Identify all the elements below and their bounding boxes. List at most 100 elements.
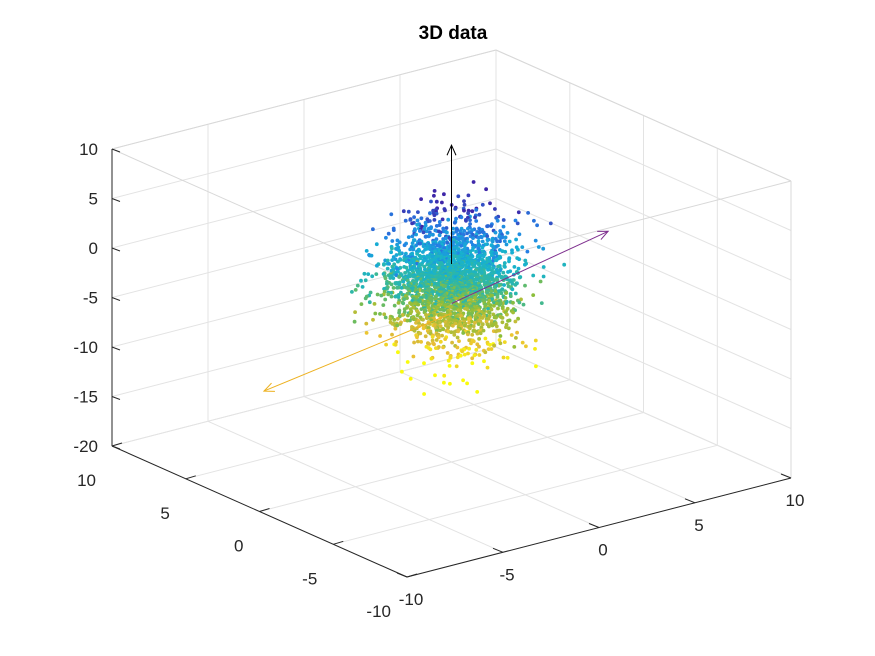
data-point [506, 270, 510, 274]
data-point [403, 218, 408, 223]
data-point [470, 209, 475, 214]
data-point [481, 254, 486, 259]
data-point [403, 271, 407, 275]
data-point [366, 272, 371, 276]
data-point [402, 243, 407, 248]
data-point [494, 329, 498, 334]
data-point [395, 285, 400, 290]
data-point [424, 295, 429, 300]
data-point [433, 373, 437, 378]
tick-labels: -20 -15 -10 -5 0 5 10 -10 -5 0 5 10 -10 -5 0 5 10 [73, 140, 804, 621]
data-point [470, 361, 475, 366]
data-point [438, 324, 443, 329]
data-point [371, 317, 375, 322]
data-point [445, 241, 450, 245]
data-point [519, 297, 523, 302]
z-tick-label: 5 [89, 190, 98, 209]
vector-arrow [446, 143, 457, 264]
data-point [510, 250, 514, 255]
data-point [520, 245, 525, 250]
data-point [507, 259, 511, 264]
data-point [355, 283, 360, 288]
data-point [397, 275, 401, 279]
data-point [485, 224, 489, 229]
data-point [525, 249, 530, 254]
data-point [455, 345, 460, 350]
data-point [433, 285, 437, 290]
data-point [371, 227, 375, 232]
data-point [440, 333, 444, 338]
data-point [520, 340, 525, 345]
x-tick-label: 10 [786, 491, 805, 510]
data-point [461, 378, 465, 383]
data-point [415, 218, 420, 223]
data-point [418, 241, 423, 246]
data-point [494, 216, 499, 220]
data-point [415, 251, 419, 256]
data-point [447, 364, 452, 368]
data-point [495, 239, 499, 244]
data-point [412, 328, 417, 333]
data-point [490, 323, 495, 328]
data-point [480, 322, 485, 327]
data-point [536, 245, 541, 249]
data-point [402, 307, 407, 312]
data-point [385, 281, 389, 286]
data-point [496, 264, 500, 269]
data-point [415, 222, 420, 227]
data-point [503, 235, 508, 240]
grid-line [111, 99, 497, 199]
data-point [414, 321, 418, 325]
data-point [422, 258, 427, 263]
data-point [363, 296, 368, 301]
data-point [526, 211, 530, 215]
x-tick-mark [588, 523, 600, 528]
data-point [495, 278, 500, 283]
data-point [492, 303, 496, 308]
data-point [442, 246, 447, 251]
data-point [362, 271, 367, 276]
data-point [383, 297, 388, 302]
data-point [392, 303, 397, 308]
data-point [534, 364, 538, 369]
data-point [453, 207, 458, 211]
data-point [523, 283, 527, 288]
data-point [500, 306, 505, 311]
data-point [477, 230, 482, 235]
data-point [460, 349, 465, 354]
y-tick-label: -10 [366, 602, 391, 621]
data-point [510, 281, 515, 286]
data-point [395, 323, 400, 328]
z-tick-mark [111, 247, 121, 252]
data-point [470, 356, 475, 361]
data-point [489, 224, 493, 228]
data-point [467, 338, 472, 343]
data-point [429, 199, 433, 204]
data-point [388, 276, 393, 280]
data-point [401, 301, 406, 306]
data-point [398, 322, 403, 326]
data-point [400, 313, 405, 317]
data-point [444, 226, 449, 230]
data-point [515, 330, 519, 335]
data-point [353, 310, 357, 314]
data-point [494, 315, 498, 320]
vector-shaft [263, 313, 452, 392]
data-point [414, 232, 418, 237]
data-point [442, 192, 446, 197]
data-point [475, 331, 480, 336]
data-point [390, 239, 395, 243]
data-point [501, 355, 506, 360]
data-point [495, 218, 500, 223]
data-point [408, 261, 412, 265]
data-point [418, 299, 422, 304]
data-point [458, 353, 463, 358]
data-point [468, 222, 472, 226]
data-point [352, 319, 357, 324]
data-point [516, 247, 520, 252]
data-point [389, 212, 394, 217]
data-point [384, 235, 388, 240]
data-point [369, 253, 374, 258]
x-tick-label: -10 [399, 590, 424, 609]
